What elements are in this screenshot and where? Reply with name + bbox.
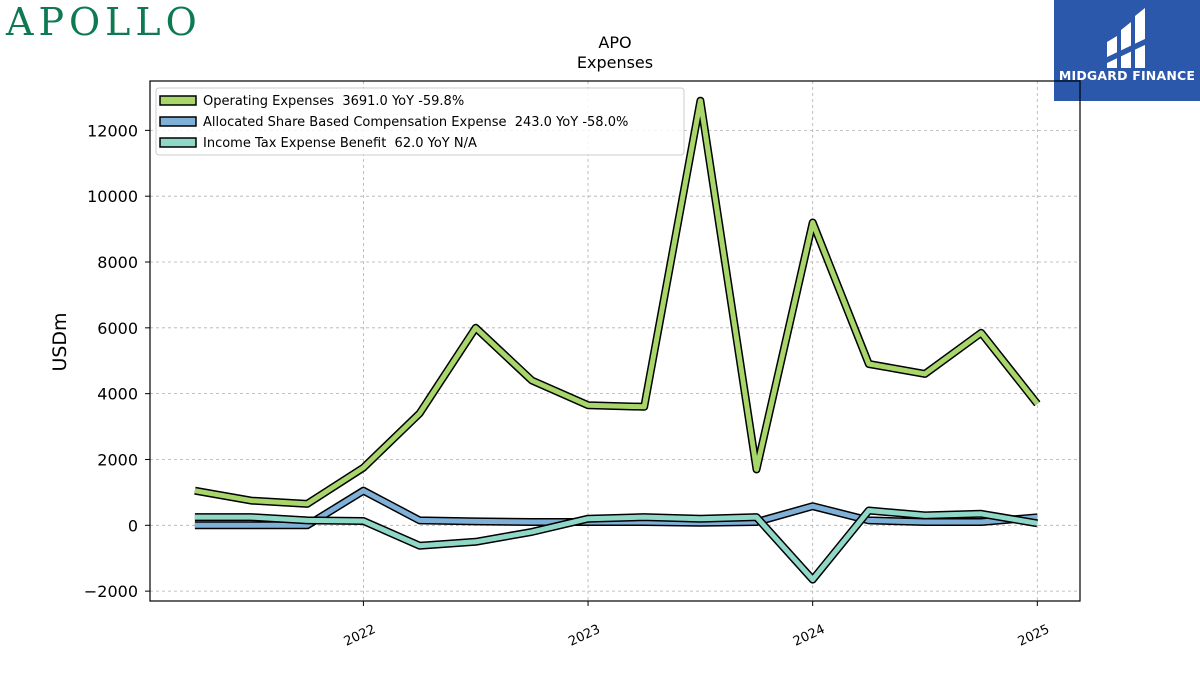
y-tick-label: 2000: [97, 450, 138, 469]
chart-subtitle: Expenses: [577, 53, 653, 72]
series-layer: [194, 96, 1041, 584]
series-outline: [194, 96, 1041, 508]
midgard-finance-text: MIDGARD FINANCE: [1058, 68, 1196, 83]
chart-title: APO: [598, 33, 631, 52]
y-axis-label: USDm: [49, 312, 71, 371]
y-tick-label: −2000: [84, 582, 138, 601]
legend-swatch: [159, 95, 197, 106]
x-tick-label: 2022: [342, 622, 378, 650]
series-line: [194, 98, 1040, 507]
y-tick-label: 8000: [97, 253, 138, 272]
legend-label: Operating Expenses 3691.0 YoY -59.8%: [203, 94, 464, 109]
y-tick-label: 6000: [97, 319, 138, 338]
x-tick-label: 2023: [566, 622, 602, 650]
series-2: [194, 486, 1038, 530]
legend-label: Allocated Share Based Compensation Expen…: [203, 115, 628, 130]
y-tick-label: 4000: [97, 385, 138, 404]
series-line: [194, 508, 1038, 583]
plot-frame: [149, 80, 1081, 602]
legend: Operating Expenses 3691.0 YoY -59.8% Allo…: [155, 87, 685, 156]
apollo-logo: APOLLO: [6, 0, 202, 44]
series-1: [194, 96, 1041, 508]
series-3: [194, 506, 1038, 584]
y-tick-label: 12000: [87, 121, 138, 140]
legend-swatch: [159, 116, 197, 127]
ticks: −2000 0 2000 4000 6000 8000 10000 12000 2022 2023…: [84, 121, 1052, 649]
x-tick-label: 2025: [1016, 622, 1052, 650]
legend-box: [155, 87, 685, 156]
x-tick-label: 2024: [791, 622, 827, 650]
y-tick-label: 10000: [87, 187, 138, 206]
y-tick-label: 0: [128, 516, 138, 535]
legend-label: Income Tax Expense Benefit 62.0 YoY N/A: [203, 136, 477, 151]
series-line: [194, 488, 1038, 528]
midgard-emblem-icon: [1105, 8, 1147, 68]
legend-swatch: [159, 137, 197, 148]
midgard-finance-logo: MIDGARD FINANCE: [1054, 0, 1200, 101]
